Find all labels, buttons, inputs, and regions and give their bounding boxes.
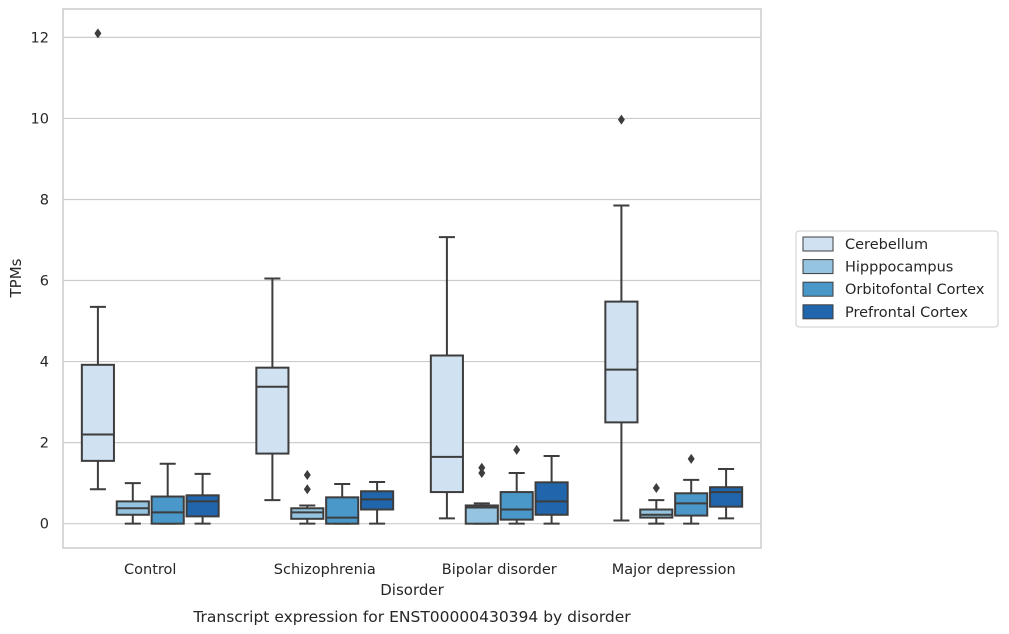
box-cerebellum <box>429 236 464 520</box>
legend-swatch <box>802 236 834 252</box>
box-iqr <box>604 300 639 424</box>
legend-swatch <box>802 304 834 320</box>
box-iqr <box>639 508 674 519</box>
box-cerebellum <box>255 277 290 502</box>
box-iqr <box>290 507 325 520</box>
box-prefrontal-cortex <box>185 472 220 525</box>
x-axis-label: Disorder <box>380 581 444 599</box>
outlier-point <box>94 28 102 39</box>
box-prefrontal-cortex <box>534 455 569 525</box>
outlier-point <box>513 444 521 455</box>
plot-background <box>63 9 761 548</box>
box-orbitofontal-cortex <box>499 444 534 525</box>
box-iqr <box>185 494 220 518</box>
outlier-point <box>478 462 486 473</box>
y-tick-label: 6 <box>40 274 49 290</box>
y-tick-label: 4 <box>40 355 49 371</box>
legend: Cerebellum Hipppocampus Orbitofontal Corte… <box>795 230 999 328</box>
y-tick-label: 2 <box>40 436 49 452</box>
x-tick-label: Control <box>124 562 176 578</box>
box-iqr <box>674 492 709 517</box>
y-tick-label: 12 <box>31 30 49 46</box>
outlier-point <box>617 114 625 125</box>
box-iqr <box>464 504 499 525</box>
y-tick-label: 0 <box>40 517 49 533</box>
outlier-point <box>303 470 311 481</box>
box-orbitofontal-cortex <box>674 453 709 525</box>
outlier-point <box>303 484 311 495</box>
x-tick-labels: Control Schizophrenia Bipolar disorder Majo… <box>124 562 736 578</box>
box-iqr <box>150 495 185 525</box>
box-prefrontal-cortex <box>360 480 395 525</box>
legend-swatch <box>802 259 834 275</box>
box-orbitofontal-cortex <box>325 482 360 525</box>
plot-frame <box>62 8 762 549</box>
box-prefrontal-cortex <box>709 467 744 520</box>
box-plots <box>80 28 744 525</box>
box-hipppocampus <box>290 470 325 525</box>
box-iqr <box>255 366 290 455</box>
box-hipppocampus <box>639 483 674 525</box>
legend-swatch <box>802 281 834 297</box>
y-tick-label: 8 <box>40 192 49 208</box>
box-iqr <box>429 354 464 494</box>
legend-label: Orbitofontal Cortex <box>845 282 985 298</box>
legend-frame <box>795 230 999 328</box>
box-iqr <box>360 490 395 511</box>
x-tick-label: Major depression <box>612 562 736 578</box>
box-cerebellum <box>80 28 115 491</box>
box-hipppocampus <box>464 462 499 525</box>
box-hipppocampus <box>115 482 150 525</box>
legend-label: Cerebellum <box>845 237 928 253</box>
legend-label: Prefrontal Cortex <box>845 305 968 321</box>
box-orbitofontal-cortex <box>150 462 185 525</box>
outlier-point <box>478 468 486 479</box>
x-tick-label: Schizophrenia <box>274 562 376 578</box>
box-iqr <box>80 363 115 462</box>
y-tick-label: 10 <box>31 111 49 127</box>
outlier-point <box>687 453 695 464</box>
y-tick-labels: 0 2 4 6 8 10 12 <box>31 30 49 532</box>
chart-caption: Transcript expression for ENST0000043039… <box>192 608 631 626</box>
box-cerebellum <box>604 114 639 522</box>
outlier-point <box>652 483 660 494</box>
x-tick-label: Bipolar disorder <box>442 562 557 578</box>
legend-label: Hipppocampus <box>845 260 953 276</box>
box-iqr <box>499 491 534 521</box>
box-iqr <box>325 496 360 525</box>
box-iqr <box>709 486 744 508</box>
box-iqr <box>534 481 569 516</box>
y-axis-label: TPMs <box>7 258 25 298</box>
